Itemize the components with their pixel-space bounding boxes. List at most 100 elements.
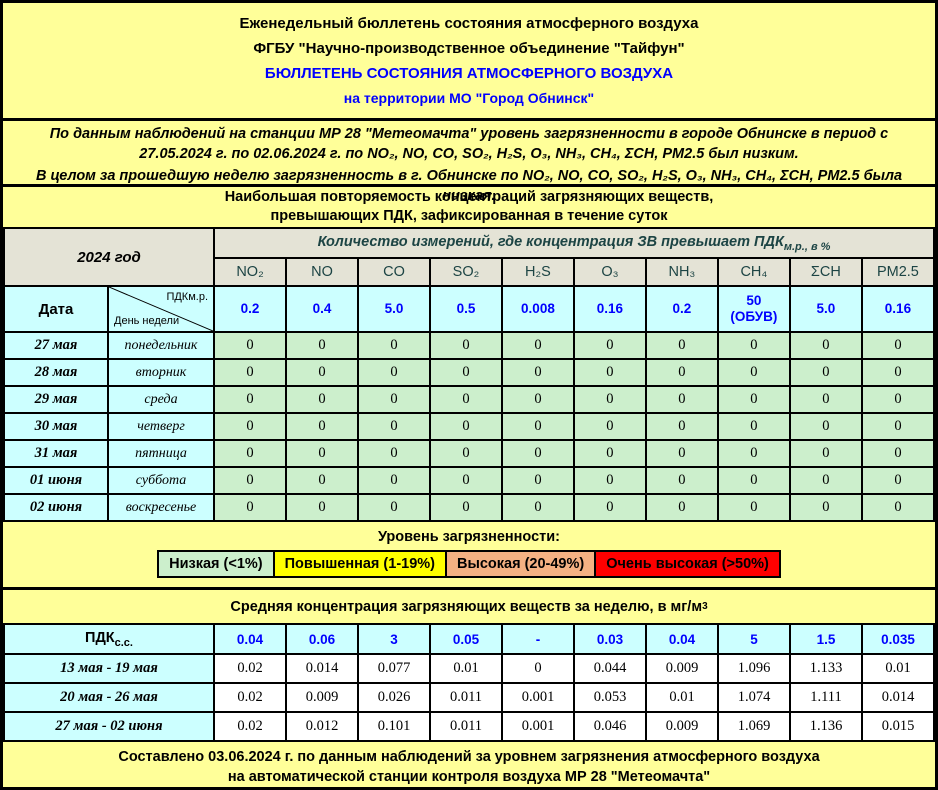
day-name-cell: суббота	[106, 466, 216, 495]
freq-value-cell: 0	[500, 331, 575, 360]
avg-value-cell: 0.026	[357, 682, 431, 713]
avg-value-cell: 0.015	[861, 711, 935, 742]
freq-value-cell: 0	[788, 412, 863, 441]
pdk-mr-value-cell: 0.16	[572, 285, 647, 333]
freq-value-cell: 0	[644, 331, 719, 360]
freq-value-cell: 0	[428, 331, 503, 360]
freq-value-cell: 0	[356, 439, 431, 468]
pollutant-header-cell: H₂S	[500, 257, 575, 287]
day-of-week-label: День недели	[114, 315, 180, 327]
average-table: ПДКс.с. 0.04 0.06 3 0.05-0.03 0.04 5 1.5 0.035 …	[3, 623, 935, 742]
avg-value-cell: 0.009	[285, 682, 359, 713]
pollutant-header-cell: CO	[356, 257, 431, 287]
freq-value-cell: 0	[572, 358, 647, 387]
pdk-mr-value-cell: 0.4	[285, 285, 359, 333]
summary-paragraph-week: В целом за прошедшую неделю загрязненнос…	[35, 168, 903, 204]
title-line-organization: ФГБУ "Научно-производственное объединени…	[253, 40, 685, 57]
freq-value-cell: 0	[572, 439, 647, 468]
freq-value-cell: 0	[716, 439, 791, 468]
average-section-heading: Средняя концентрация загрязняющих вещест…	[3, 590, 935, 623]
pdk-ss-value-cell: 0.05	[429, 623, 503, 655]
pollutant-header-cell: NO	[285, 257, 359, 287]
measure-header-subscript: м.р., в %	[783, 240, 831, 253]
freq-value-cell: 0	[788, 439, 863, 468]
pdk-ss-value-cell: 3	[357, 623, 431, 655]
freq-value-cell: 0	[285, 331, 359, 360]
pdk-mr-value-cell: 50 (ОБУВ)	[716, 285, 791, 333]
pollutant-header-cell: NH₃	[644, 257, 719, 287]
day-name-cell: вторник	[106, 358, 216, 387]
frequency-table: 2024 год Количество измерений, где конце…	[3, 227, 935, 522]
freq-value-cell: 0	[716, 493, 791, 522]
freq-value-cell: 0	[428, 493, 503, 522]
pdk-ss-value-cell: 0.04	[213, 623, 287, 655]
pdk-ss-label-subscript: с.с.	[114, 636, 133, 649]
freq-value-cell: 0	[500, 385, 575, 414]
freq-value-cell: 0	[213, 358, 287, 387]
pdk-mr-value-cell: 0.16	[860, 285, 935, 333]
avg-value-cell: 0.053	[573, 682, 647, 713]
freq-value-cell: 0	[860, 331, 935, 360]
freq-value-cell: 0	[213, 466, 287, 495]
freq-value-cell: 0	[285, 385, 359, 414]
summary-paragraph-period: По данным наблюдений на станции МР 28 "М…	[49, 126, 889, 162]
day-date-cell: 31 мая	[3, 439, 109, 468]
avg-value-cell: 1.136	[789, 711, 863, 742]
footer-note: Составлено 03.06.2024 г. по данным наблю…	[118, 749, 820, 785]
legend-title: Уровень загрязненности:	[377, 529, 561, 545]
title-line-bulletin: БЮЛЛЕТЕНЬ СОСТОЯНИЯ АТМОСФЕРНОГО ВОЗДУХА	[264, 65, 674, 82]
freq-value-cell: 0	[716, 412, 791, 441]
pollutant-header-cell: CH₄	[716, 257, 791, 287]
avg-value-cell: 0.044	[573, 653, 647, 684]
avg-value-cell: 0.014	[861, 682, 935, 713]
pollutant-header-row: NO₂ NO CO SO₂ H₂S O₃ NH₃ CH₄ ΣCH PM2.5	[4, 257, 935, 287]
average-heading-text: Средняя концентрация загрязняющих вещест…	[230, 598, 703, 615]
freq-value-cell: 0	[500, 358, 575, 387]
freq-value-cell: 0	[213, 331, 287, 360]
legend-row: Низкая (<1%) Повышенная (1-19%) Высокая …	[3, 550, 935, 578]
legend-section: Уровень загрязненности: Низкая (<1%) Пов…	[3, 522, 935, 590]
pollutant-header-cell: PM2.5	[860, 257, 935, 287]
pdk-ss-value-cell: 1.5	[789, 623, 863, 655]
pdk-ss-value-cell: 0.04	[645, 623, 719, 655]
pdk-ss-value-cell: 0.03	[573, 623, 647, 655]
day-name-cell: понедельник	[106, 331, 216, 360]
day-name-cell: воскресенье	[106, 493, 216, 522]
week-row: 27 мая - 02 июня 0.02 0.012 0.101 0.011 0.00…	[3, 711, 935, 742]
freq-value-cell: 0	[500, 439, 575, 468]
freq-value-cell: 0	[788, 358, 863, 387]
day-date-cell: 01 июня	[3, 466, 109, 495]
freq-value-cell: 0	[572, 493, 647, 522]
freq-value-cell: 0	[213, 439, 287, 468]
avg-value-cell: 0.011	[429, 711, 503, 742]
pollutant-header-cell: NO₂	[213, 257, 287, 287]
freq-value-cell: 0	[644, 412, 719, 441]
day-date-cell: 28 мая	[3, 358, 109, 387]
freq-value-cell: 0	[213, 493, 287, 522]
freq-value-cell: 0	[500, 493, 575, 522]
avg-value-cell: 0.014	[285, 653, 359, 684]
freq-value-cell: 0	[213, 385, 287, 414]
avg-value-cell: 0.02	[213, 653, 287, 684]
freq-value-cell: 0	[356, 412, 431, 441]
title-line-territory: на территории МО "Город Обнинск"	[343, 90, 595, 106]
freq-value-cell: 0	[428, 385, 503, 414]
freq-value-cell: 0	[356, 493, 431, 522]
freq-value-cell: 0	[716, 358, 791, 387]
week-period-cell: 27 мая - 02 июня	[3, 711, 215, 742]
freq-value-cell: 0	[356, 331, 431, 360]
legend-item-high: Высокая (20-49%)	[445, 550, 597, 578]
freq-value-cell: 0	[860, 385, 935, 414]
freq-value-cell: 0	[788, 466, 863, 495]
avg-value-cell: 0.01	[429, 653, 503, 684]
freq-value-cell: 0	[860, 358, 935, 387]
avg-value-cell: 1.096	[717, 653, 791, 684]
pdk-ss-label-cell: ПДКс.с.	[3, 623, 215, 655]
